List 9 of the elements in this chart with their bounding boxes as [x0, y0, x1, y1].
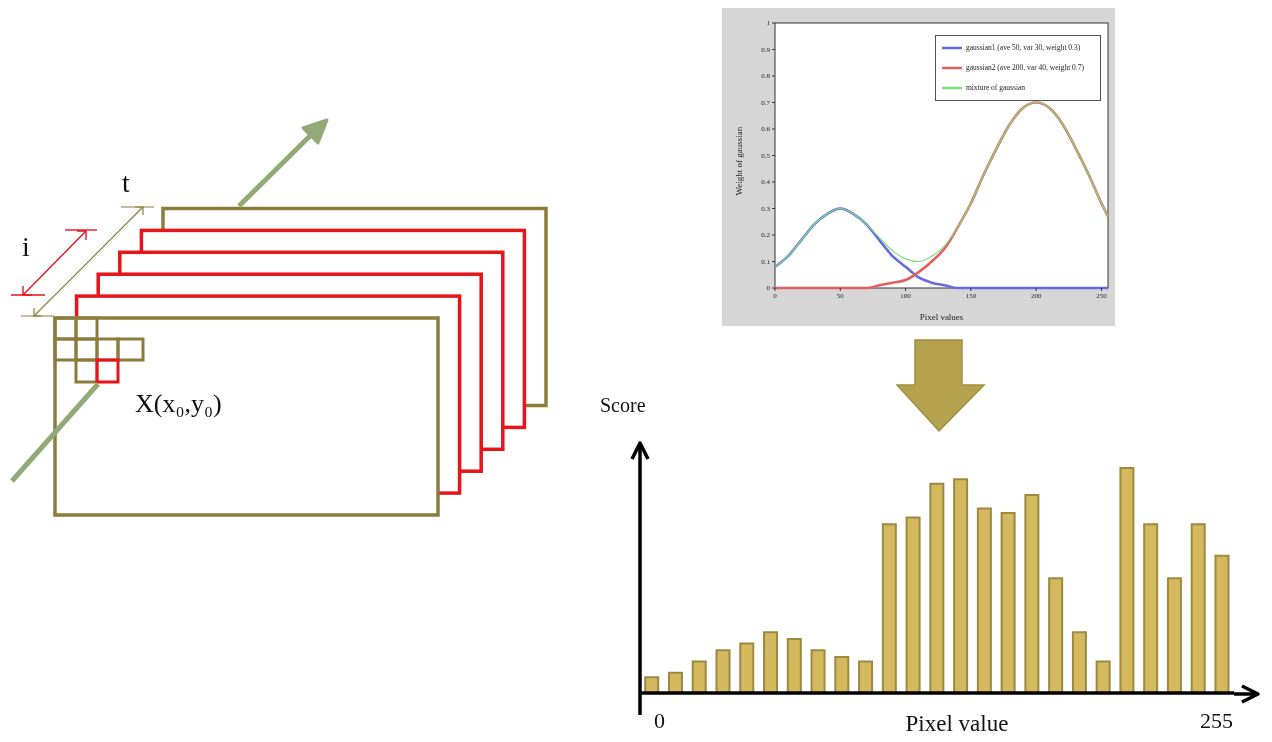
x-axis-title: Pixel values	[919, 312, 964, 322]
text: i	[22, 231, 30, 262]
text: X(x₀,y₀)	[135, 389, 222, 418]
y-axis-title: Weight of gaussian	[734, 126, 745, 196]
y-axis-title: Score	[600, 394, 646, 417]
text: 255	[1200, 708, 1233, 734]
text: t	[122, 167, 130, 198]
x-axis-title: Pixel value	[905, 711, 1009, 736]
text: 0	[654, 708, 665, 734]
